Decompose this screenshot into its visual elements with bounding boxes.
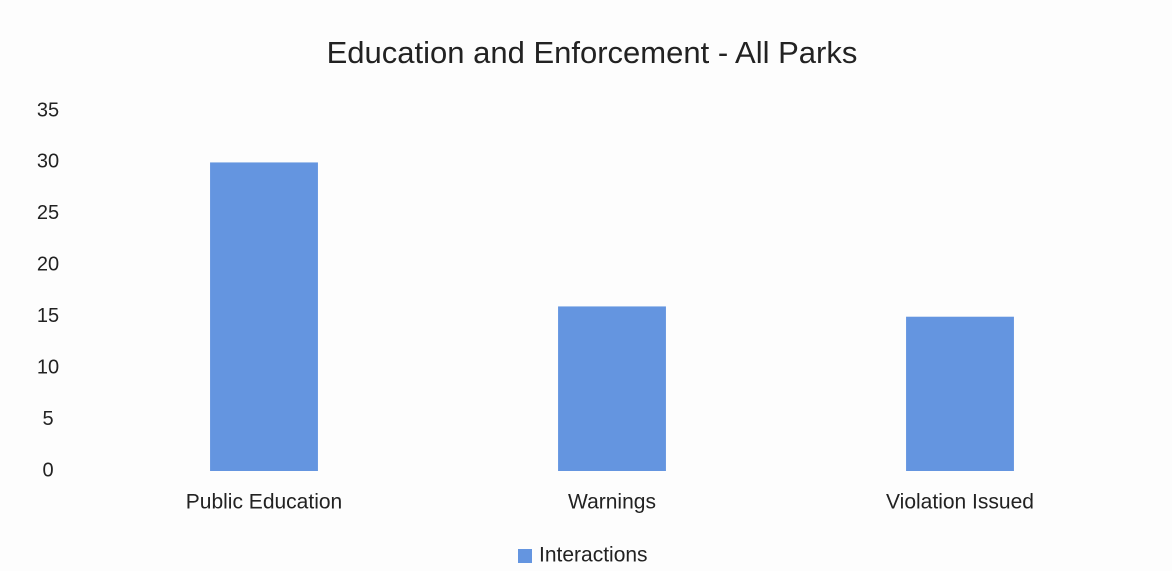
y-tick-label: 30 <box>37 151 59 173</box>
y-tick-label: 35 <box>37 99 59 121</box>
bar <box>906 316 1014 471</box>
chart-title: Education and Enforcement - All Parks <box>327 35 858 70</box>
x-tick-label: Warnings <box>568 491 656 514</box>
x-tick-label: Public Education <box>186 491 342 514</box>
y-tick-label: 0 <box>42 459 53 481</box>
x-tick-label: Violation Issued <box>886 491 1034 514</box>
legend-swatch <box>518 549 532 563</box>
y-tick-label: 5 <box>42 408 53 430</box>
legend-label: Interactions <box>539 544 648 567</box>
y-tick-label: 15 <box>37 305 59 327</box>
y-tick-label: 25 <box>37 202 59 224</box>
bar <box>558 306 666 471</box>
y-tick-label: 20 <box>37 254 59 276</box>
y-tick-label: 10 <box>37 356 59 378</box>
bar <box>210 162 318 471</box>
